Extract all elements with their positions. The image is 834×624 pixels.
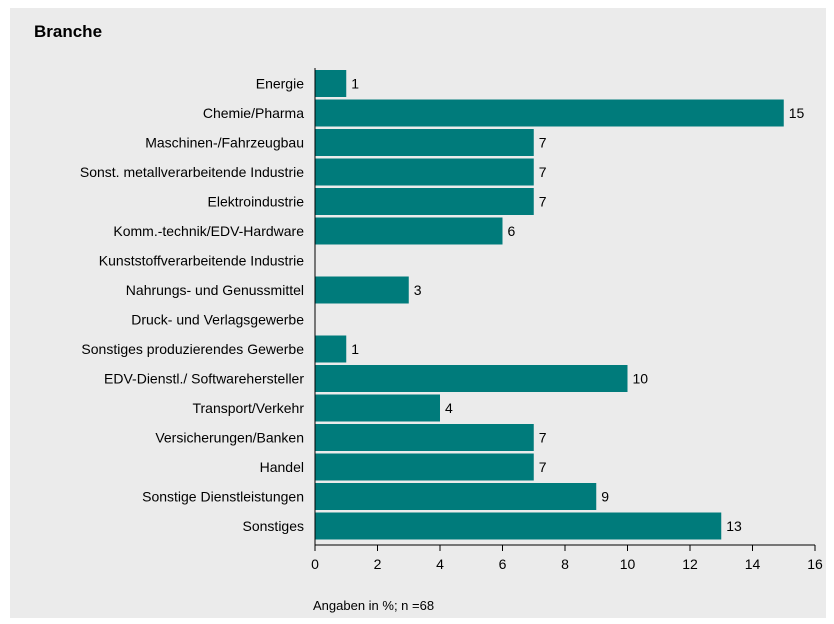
data-label: 1 bbox=[351, 76, 359, 92]
category-label: Sonstige Dienstleistungen bbox=[142, 489, 304, 505]
chart-footnote: Angaben in %; n =68 bbox=[313, 598, 435, 613]
category-label: Versicherungen/Banken bbox=[155, 430, 304, 446]
bar bbox=[315, 453, 534, 481]
bar bbox=[315, 99, 784, 127]
data-label: 13 bbox=[726, 518, 742, 534]
data-label: 9 bbox=[601, 489, 609, 505]
bar bbox=[315, 217, 503, 245]
data-label: 4 bbox=[445, 400, 453, 416]
data-label: 7 bbox=[539, 164, 547, 180]
data-label: 1 bbox=[351, 341, 359, 357]
category-label: Sonstiges produzierendes Gewerbe bbox=[81, 341, 304, 357]
x-tick-label: 6 bbox=[499, 556, 507, 572]
bar bbox=[315, 483, 597, 510]
bar bbox=[315, 188, 534, 215]
category-label: Kunststoffverarbeitende Industrie bbox=[99, 253, 304, 269]
data-label: 7 bbox=[539, 135, 547, 151]
category-label: Sonst. metallverarbeitende Industrie bbox=[80, 164, 304, 180]
bar bbox=[315, 512, 722, 540]
category-label: Elektroindustrie bbox=[208, 194, 305, 210]
category-label: EDV-Dienstl./ Softwarehersteller bbox=[104, 371, 304, 387]
bar bbox=[315, 365, 628, 392]
category-label: Maschinen-/Fahrzeugbau bbox=[145, 135, 304, 151]
bar bbox=[315, 335, 347, 363]
data-label: 7 bbox=[539, 430, 547, 446]
x-tick-label: 10 bbox=[620, 556, 636, 572]
bar bbox=[315, 158, 534, 186]
data-label: 10 bbox=[633, 371, 649, 387]
category-label: Energie bbox=[256, 76, 304, 92]
bar bbox=[315, 129, 534, 156]
x-tick-label: 8 bbox=[561, 556, 569, 572]
category-label: Druck- und Verlagsgewerbe bbox=[131, 312, 304, 328]
category-label: Chemie/Pharma bbox=[203, 105, 304, 121]
bar bbox=[315, 70, 347, 97]
x-tick-label: 14 bbox=[745, 556, 761, 572]
data-label: 7 bbox=[539, 194, 547, 210]
x-tick-label: 12 bbox=[682, 556, 698, 572]
bar bbox=[315, 276, 409, 304]
data-label: 3 bbox=[414, 282, 422, 298]
category-label: Komm.-technik/EDV-Hardware bbox=[113, 223, 304, 239]
category-label: Nahrungs- und Genussmittel bbox=[126, 282, 304, 298]
data-label: 7 bbox=[539, 459, 547, 475]
bar bbox=[315, 394, 440, 422]
chart-title: Branche bbox=[34, 22, 103, 41]
x-tick-label: 0 bbox=[311, 556, 319, 572]
bar bbox=[315, 424, 534, 451]
category-label: Transport/Verkehr bbox=[192, 400, 304, 416]
category-label: Sonstiges bbox=[243, 518, 304, 534]
data-label: 6 bbox=[508, 223, 516, 239]
x-tick-label: 16 bbox=[807, 556, 823, 572]
category-label: Handel bbox=[260, 459, 304, 475]
data-label: 15 bbox=[789, 105, 805, 121]
x-tick-label: 4 bbox=[436, 556, 444, 572]
x-tick-label: 2 bbox=[374, 556, 382, 572]
